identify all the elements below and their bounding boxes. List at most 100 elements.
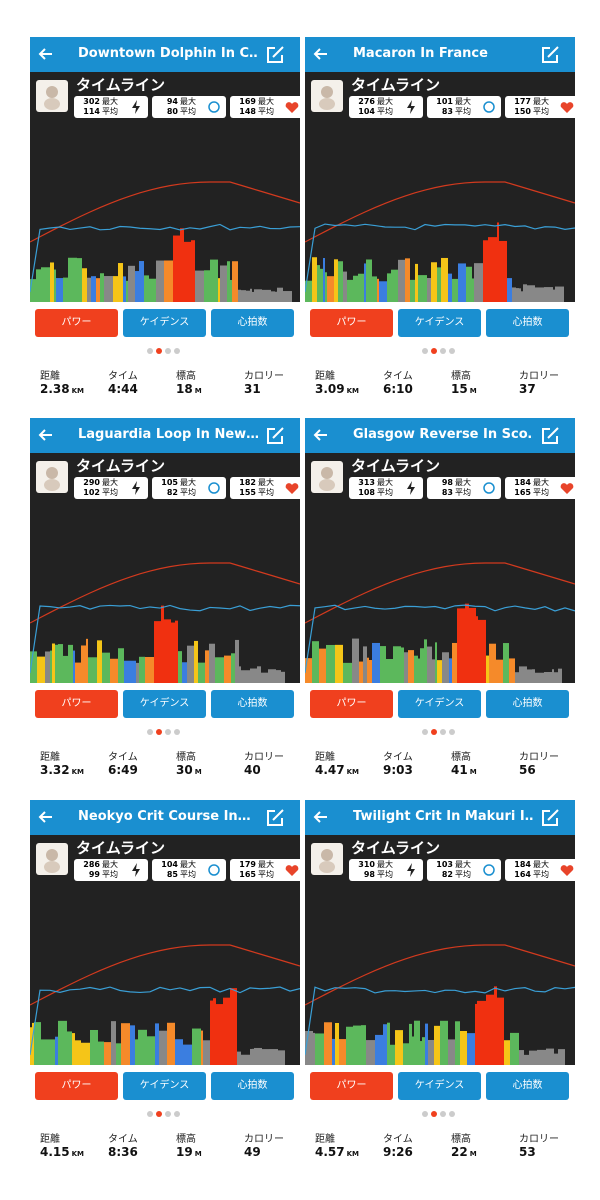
tab-button[interactable]: 心拍数: [211, 309, 294, 337]
stat-max-label: 最大: [102, 97, 118, 106]
back-arrow[interactable]: [38, 48, 52, 60]
power-bar: [414, 655, 418, 683]
stat-max: 94: [166, 97, 178, 106]
heart-rate-line: [30, 944, 300, 1006]
tab-button[interactable]: 心拍数: [211, 1072, 294, 1100]
power-bar: [449, 658, 452, 683]
power-bar: [418, 658, 420, 683]
power-bar: [408, 650, 414, 683]
summary-label: 標高: [176, 1134, 196, 1145]
edit-icon[interactable]: [267, 809, 284, 826]
power-bar: [201, 1030, 203, 1065]
edit-icon[interactable]: [267, 427, 284, 444]
tab-button[interactable]: 心拍数: [211, 690, 294, 718]
back-arrow[interactable]: [313, 48, 327, 60]
edit-icon[interactable]: [542, 427, 559, 444]
summary-number: 3.32: [40, 763, 70, 777]
header-icons: [38, 427, 284, 444]
tab-button[interactable]: 心拍数: [486, 690, 569, 718]
power-bar: [460, 1031, 467, 1065]
power-bar: [283, 291, 292, 302]
stat-avg: 165: [239, 870, 256, 879]
avatar: [36, 843, 68, 875]
power-bar: [220, 265, 227, 302]
power-bar: [380, 646, 386, 683]
summary-number: 9:26: [383, 1145, 413, 1159]
power-bar: [86, 638, 88, 683]
power-bar: [325, 272, 327, 302]
stat-avg: 108: [358, 488, 375, 497]
graph: [305, 562, 575, 683]
power-bar: [191, 240, 195, 302]
header-icons: [38, 46, 284, 63]
power-bar: [398, 259, 405, 302]
summary-label: カロリー: [519, 752, 559, 763]
edit-icon[interactable]: [542, 46, 559, 63]
power-bar: [512, 287, 516, 302]
tab-button[interactable]: パワー: [310, 309, 393, 337]
tab-button[interactable]: パワー: [35, 690, 118, 718]
tab-button[interactable]: パワー: [35, 309, 118, 337]
back-arrow[interactable]: [38, 429, 52, 441]
power-bar: [213, 998, 216, 1065]
timeline-label: タイムライン: [351, 839, 440, 857]
tab-button[interactable]: ケイデンス: [123, 690, 206, 718]
header: Laguardia Loop In New…: [30, 418, 300, 453]
stat-box: 104 最大 85 平均: [152, 859, 226, 881]
stat-avg: 80: [166, 107, 178, 116]
summary-label: 標高: [451, 1134, 471, 1145]
summary-value: 3.32 KM: [40, 763, 84, 777]
power-bar: [204, 270, 210, 302]
page-dot: [449, 348, 455, 354]
summary-value: 8:36: [108, 1145, 138, 1159]
power-bar: [277, 287, 283, 302]
tab-button[interactable]: ケイデンス: [123, 1072, 206, 1100]
summary-value: 6:49: [108, 763, 138, 777]
stat-avg-label: 平均: [180, 107, 196, 116]
power-bar: [144, 275, 149, 302]
stat-box: 184 最大 165 平均: [505, 477, 579, 499]
tab-button[interactable]: パワー: [310, 690, 393, 718]
summary-label: 距離: [315, 371, 335, 382]
back-arrow[interactable]: [38, 811, 52, 823]
stat-max: 182: [239, 478, 256, 487]
back-arrow[interactable]: [313, 429, 327, 441]
power-bar: [363, 646, 367, 683]
power-bar: [509, 658, 515, 683]
stat-icon: [132, 481, 140, 495]
power-bar: [130, 1025, 135, 1065]
tab-button[interactable]: 心拍数: [486, 1072, 569, 1100]
summary-number: 4:44: [108, 382, 138, 396]
tab-button[interactable]: ケイデンス: [398, 309, 481, 337]
back-arrow[interactable]: [313, 811, 327, 823]
power-bar: [486, 994, 494, 1065]
summary-label: 標高: [451, 752, 471, 763]
page-dot: [422, 1111, 428, 1117]
power-bar: [156, 260, 164, 302]
tab-button[interactable]: ケイデンス: [123, 309, 206, 337]
tab-button[interactable]: パワー: [310, 1072, 393, 1100]
power-bar: [192, 1028, 201, 1065]
stat-icon: [208, 101, 220, 113]
graph: [305, 944, 575, 1065]
tab-button[interactable]: ケイデンス: [398, 1072, 481, 1100]
edit-icon[interactable]: [267, 46, 284, 63]
summary-value: 4.15 KM: [40, 1145, 84, 1159]
tab-button[interactable]: ケイデンス: [398, 690, 481, 718]
power-bar: [224, 655, 231, 683]
power-bar: [102, 652, 110, 683]
avatar: [36, 461, 68, 493]
power-bar: [486, 655, 489, 683]
stat-avg-label: 平均: [377, 870, 393, 879]
power-bar: [164, 619, 171, 683]
heart-rate-line: [305, 944, 575, 1006]
stat-icon: [208, 482, 220, 494]
edit-icon[interactable]: [542, 809, 559, 826]
header: Macaron In France: [305, 37, 575, 72]
summary-value: 49: [244, 1145, 261, 1159]
stat-avg-label: 平均: [377, 107, 393, 116]
power-bar: [126, 280, 128, 302]
tab-button[interactable]: パワー: [35, 1072, 118, 1100]
tab-button[interactable]: 心拍数: [486, 309, 569, 337]
power-bar: [320, 268, 323, 302]
